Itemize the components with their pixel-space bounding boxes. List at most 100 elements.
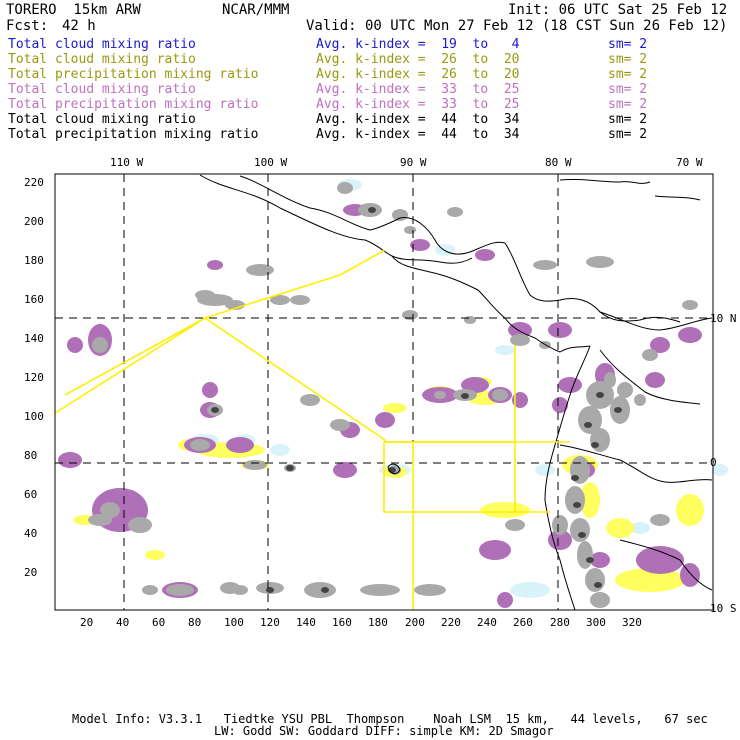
legend-field: Total cloud mixing ratio [8,52,196,67]
heavy-cloud-core [591,442,599,448]
gray-field-patch [617,382,633,398]
longitude-label: 90 W [400,156,427,169]
outer-domain-top [204,249,386,319]
gray-field-patch [330,419,350,431]
heavy-cloud-core [596,392,604,398]
y-tick-label: 80 [24,449,37,462]
purple-field-patch [645,372,665,388]
legend-field: Total precipitation mixing ratio [8,97,259,112]
yellow-field-patch [615,568,685,592]
cyan-field-patch [435,244,455,256]
heavy-cloud-core [578,532,586,538]
gray-field-patch [447,207,463,217]
purple-field-patch [202,382,218,398]
gray-field-patch [585,568,605,592]
gray-field-patch [300,394,320,406]
gray-field-patch [604,372,616,388]
gray-field-patch [100,502,120,518]
field-shading [58,179,728,608]
legend-kindex: Avg. k-index = 26 to 20 [316,67,520,82]
purple-field-patch [558,377,582,393]
heavy-cloud-core [461,393,469,399]
longitude-label: 80 W [545,156,572,169]
gray-field-patch [565,486,585,514]
heavy-cloud-core [211,407,219,413]
outer-domain-line [54,317,386,442]
y-tick-label: 140 [24,332,44,345]
outer-domain-left [64,317,206,396]
gray-field-patch [142,585,158,595]
gray-field-patch [682,300,698,310]
x-tick-label: 80 [188,616,201,629]
y-tick-label: 120 [24,371,44,384]
gray-field-patch [492,389,508,401]
yellow-field-patch [145,550,165,560]
y-tick-label: 220 [24,176,44,189]
gray-field-patch [304,582,336,598]
x-tick-label: 200 [405,616,425,629]
purple-field-patch [410,239,430,251]
init-time: Init: 06 UTC Sat 25 Feb 12 [508,2,728,18]
footer-model-info: Model Info: V3.3.1 Tiedtke YSU PBL Thomp… [72,712,708,726]
legend-field: Total cloud mixing ratio [8,37,196,52]
legend-smoothing: sm= 2 [608,52,648,67]
x-tick-label: 280 [550,616,570,629]
gray-field-patch [414,584,446,596]
gray-field-patch [577,541,593,569]
legend-kindex: Avg. k-index = 33 to 25 [316,82,520,97]
heavy-cloud-core [573,502,581,508]
gray-field-patch [570,518,590,542]
purple-field-patch [552,397,568,413]
latitude-label: 10 S [710,602,737,615]
x-tick-label: 140 [296,616,316,629]
model-title: TORERO 15km ARW [6,2,141,18]
border-ecuador-peru [559,444,713,483]
purple-field-patch [58,452,82,468]
purple-field-patch [678,327,702,343]
longitude-label: 100 W [254,156,287,169]
heavy-cloud-core [594,582,602,588]
y-tick-label: 60 [24,488,37,501]
gray-field-patch [88,514,112,526]
coastline-caribbean [504,242,681,323]
legend-smoothing: sm= 2 [608,127,648,142]
coastline-hispaniola [654,195,701,201]
y-tick-label: 180 [24,254,44,267]
y-tick-label: 40 [24,527,37,540]
heavy-cloud-core [586,557,594,563]
border-peru-brazil [619,539,713,591]
gray-field-patch [552,515,568,535]
cyan-field-patch [630,522,650,534]
x-tick-label: 320 [622,616,642,629]
x-tick-label: 220 [441,616,461,629]
purple-field-patch [512,392,528,408]
cyan-field-patch [495,345,515,355]
gray-field-patch [650,514,670,526]
forecast-hour: 42 h [62,18,96,34]
gray-field-patch [533,260,557,270]
x-tick-label: 20 [80,616,93,629]
gray-field-patch [464,316,476,324]
nest-domain-box-a [383,441,516,513]
gray-field-patch [505,519,525,531]
gray-field-patch [634,394,646,406]
gray-field-patch [243,460,267,470]
footer-physics-info: LW: Godd SW: Goddard DIFF: simple KM: 2D… [214,724,554,738]
yellow-field-patch [480,502,530,518]
forecast-label: Fcst: [6,18,49,34]
gray-field-patch [246,264,274,276]
coastline-mexico [199,174,473,264]
legend-field: Total precipitation mixing ratio [8,127,259,142]
x-tick-label: 40 [116,616,129,629]
heavy-cloud-core [614,407,622,413]
gray-field-patch [166,584,194,596]
gray-field-patch [590,428,610,452]
gray-field-patch [590,592,610,608]
gray-field-patch [270,295,290,305]
heavy-cloud-core [321,587,329,593]
legend-smoothing: sm= 2 [608,97,648,112]
gray-field-patch [586,256,614,268]
x-tick-label: 240 [477,616,497,629]
gray-field-patch [578,406,602,434]
